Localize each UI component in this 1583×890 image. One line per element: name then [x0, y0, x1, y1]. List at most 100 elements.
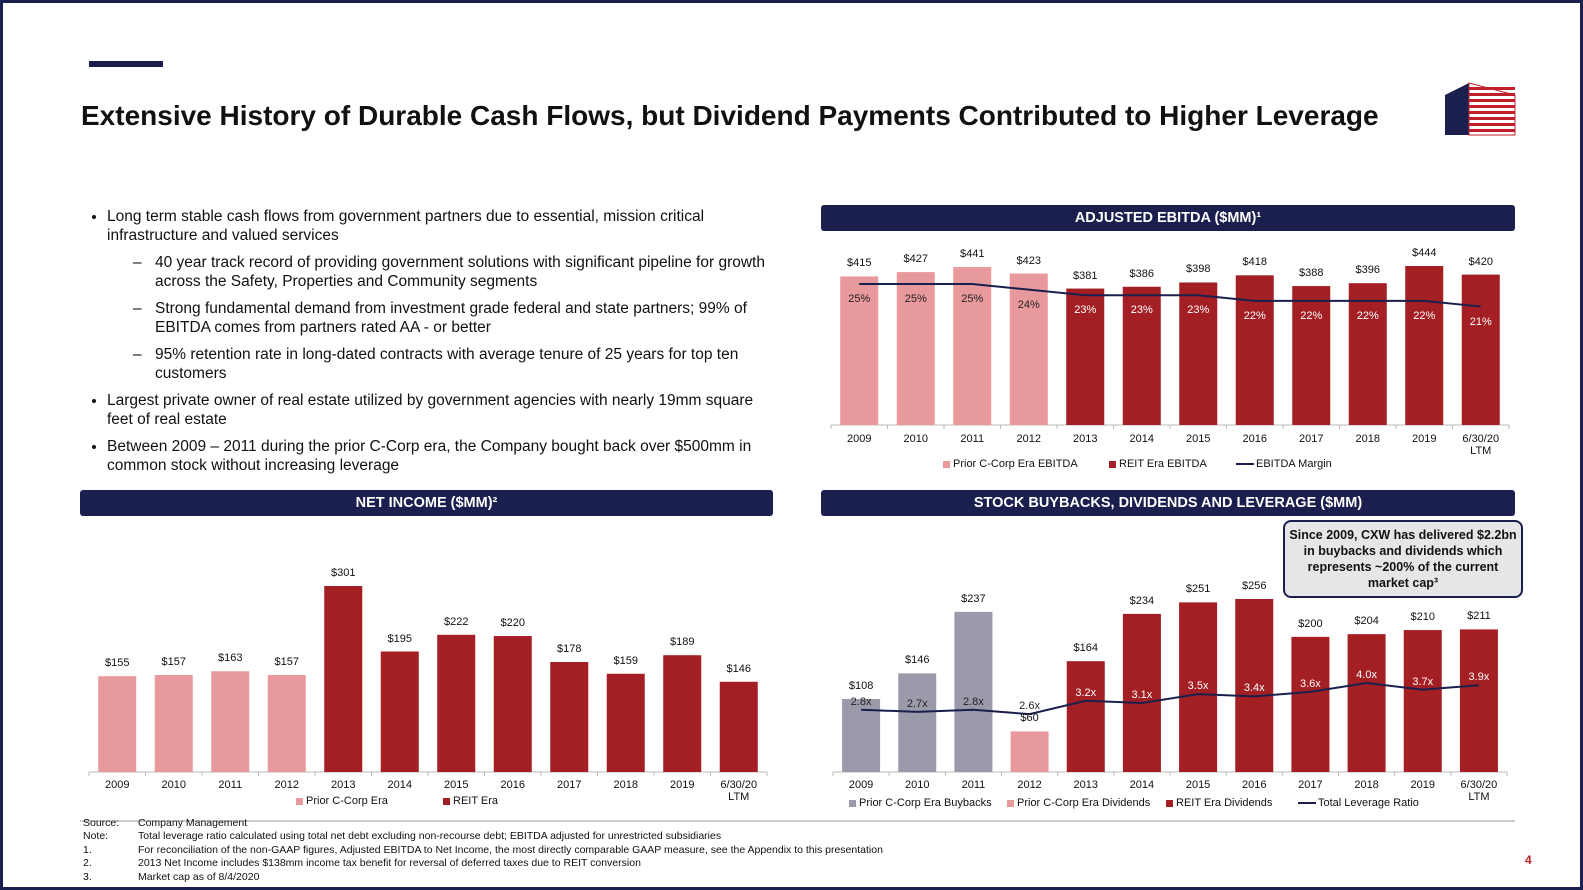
bar	[98, 676, 137, 772]
value-label: $178	[557, 643, 582, 655]
value-label: $388	[1299, 267, 1324, 280]
footnote-text: For reconciliation of the non-GAAP figur…	[138, 843, 883, 856]
value-label: $204	[1354, 615, 1379, 628]
legend-item: Prior C-Corp Era Buybacks	[849, 797, 992, 809]
footnote-text: Market cap as of 8/4/2020	[138, 870, 260, 883]
line-value-label: 4.0x	[1356, 669, 1377, 681]
line-value-label: 24%	[1017, 298, 1040, 311]
page-number: 4	[1525, 853, 1532, 867]
line-value-label: 3.1x	[1131, 689, 1153, 702]
bar	[1461, 274, 1500, 425]
value-label: $211	[1467, 610, 1491, 623]
footnote-label: 1.	[83, 843, 92, 856]
bar	[896, 272, 935, 425]
legend-item: Prior C-Corp Era	[296, 795, 388, 807]
line-value-label: 2.8x	[963, 695, 984, 708]
x-tick-label: 2019	[670, 779, 695, 791]
bullet-text: Between 2009 – 2011 during the prior C-C…	[107, 438, 752, 474]
value-label: $164	[1073, 642, 1098, 655]
x-tick-label: 2019	[1410, 779, 1435, 791]
footnote-text: Total leverage ratio calculated using to…	[138, 830, 722, 843]
x-tick-label: 2016	[500, 779, 525, 791]
bar	[606, 673, 645, 772]
footnote-label: Note:	[83, 830, 109, 843]
bar	[1179, 282, 1218, 425]
chart-title: STOCK BUYBACKS, DIVIDENDS AND LEVERAGE (…	[821, 490, 1515, 516]
value-label: $301	[331, 567, 356, 579]
bar	[211, 671, 250, 772]
line-value-label: 25%	[848, 293, 871, 305]
value-label: $108	[848, 680, 874, 693]
footnote: 2. 2013 Net Income includes $138mm income…	[83, 857, 883, 870]
logo	[1445, 82, 1516, 136]
bar	[1235, 275, 1274, 425]
bar	[1292, 286, 1331, 425]
value-label: $423	[1016, 254, 1041, 267]
x-tick-label: 2009	[847, 433, 872, 445]
x-tick-label: 2014	[1129, 433, 1154, 445]
value-label: $237	[961, 592, 986, 605]
bar	[1405, 266, 1444, 425]
accent-bar	[89, 61, 163, 67]
x-tick-label: 2014	[1129, 779, 1155, 791]
footnote-label: Source:	[83, 817, 120, 829]
line-value-label: 23%	[1074, 304, 1097, 317]
x-tick-label: 2012	[1017, 779, 1042, 791]
bar	[898, 673, 937, 772]
x-tick-label: 2011	[960, 433, 985, 445]
x-tick-label: 6/30/20 LTM	[1460, 779, 1498, 803]
footnote-text: 2013 Net Income includes $138mm income t…	[138, 857, 641, 870]
x-tick-label: 2011	[218, 779, 243, 791]
footnote-label: 2.	[83, 857, 92, 870]
bar	[1009, 273, 1048, 425]
x-tick-label: 2009	[105, 779, 130, 791]
line-value-label: 2.6x	[1019, 700, 1040, 713]
bullet: Between 2009 – 2011 during the prior C-C…	[107, 437, 767, 475]
x-tick-label: 2010	[903, 433, 928, 445]
bar	[267, 674, 306, 772]
chart-title: ADJUSTED EBITDA ($MM)¹	[821, 205, 1515, 231]
line-value-label: 3.7x	[1412, 675, 1434, 688]
footnote-text: Company Management	[138, 817, 248, 829]
x-tick-label: 2013	[1073, 433, 1098, 445]
bullet: Largest private owner of real estate uti…	[107, 391, 767, 429]
x-tick-label: 2015	[444, 779, 469, 791]
legend-item: Total Leverage Ratio	[1298, 797, 1419, 809]
x-tick-label: 2010	[905, 779, 930, 791]
x-tick-label: 2013	[331, 779, 356, 791]
value-label: $157	[161, 655, 186, 668]
bar	[953, 267, 992, 425]
legend-item: REIT Era Dividends	[1166, 797, 1272, 809]
line-value-label: 2.7x	[906, 697, 928, 710]
x-tick-label: 2019	[1412, 433, 1437, 445]
bullet-text: Long term stable cash flows from governm…	[107, 208, 705, 244]
value-label: $157	[274, 655, 299, 668]
x-tick-label: 2014	[387, 779, 412, 791]
line-value-label: 22%	[1243, 309, 1266, 322]
value-label: $200	[1298, 617, 1323, 630]
value-label: $251	[1185, 583, 1211, 596]
line-value-label: 25%	[904, 293, 927, 305]
value-label: $381	[1073, 269, 1098, 282]
value-label: $222	[444, 615, 469, 628]
line-value-label: 22%	[1356, 309, 1379, 322]
legend-item: EBITDA Margin	[1236, 458, 1332, 470]
slide-title: Extensive History of Durable Cash Flows,…	[81, 100, 1379, 131]
x-tick-label: 2018	[613, 779, 638, 791]
bar	[493, 636, 532, 772]
legend-item: Prior C-Corp Era EBITDA	[943, 458, 1078, 470]
line-series	[861, 681, 1479, 716]
bar	[1179, 602, 1218, 772]
legend-swatch	[1298, 802, 1316, 804]
bar	[1235, 599, 1274, 772]
value-label: $234	[1129, 594, 1155, 607]
x-tick-label: 2015	[1185, 779, 1211, 791]
value-label: $418	[1242, 256, 1267, 269]
x-tick-label: 2016	[1242, 433, 1267, 445]
legend-swatch	[443, 797, 450, 805]
value-label: $189	[670, 636, 695, 649]
line-value-label: 21%	[1469, 315, 1492, 328]
bar	[154, 674, 193, 772]
value-label: $210	[1410, 611, 1435, 624]
